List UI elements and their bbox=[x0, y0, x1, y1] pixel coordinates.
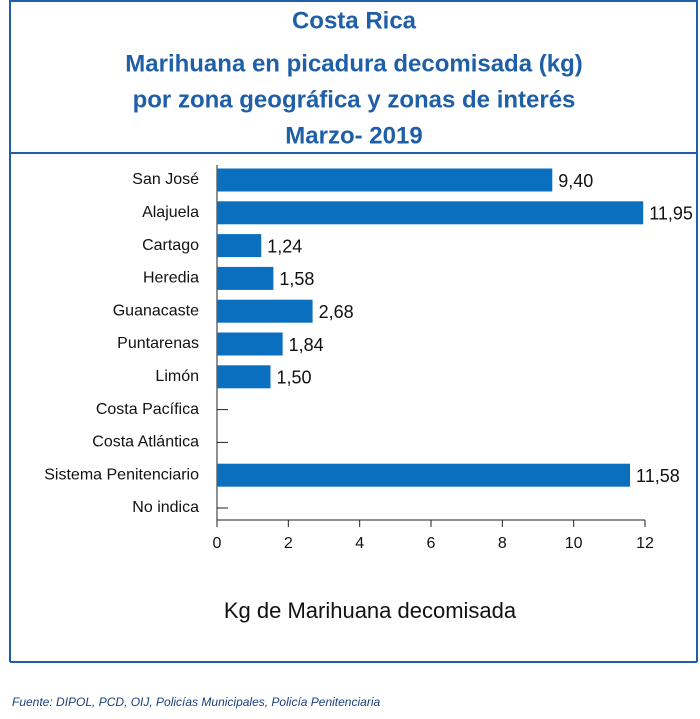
value-label: 2,68 bbox=[319, 302, 354, 322]
value-label: 1,50 bbox=[277, 368, 312, 388]
chart-title: por zona geográfica y zonas de interés bbox=[133, 86, 576, 113]
y-tick-label: Guanacaste bbox=[113, 302, 199, 319]
bar bbox=[217, 168, 553, 192]
chart-title: Marzo- 2019 bbox=[285, 122, 422, 149]
bar bbox=[217, 234, 262, 258]
value-label: 11,58 bbox=[636, 466, 680, 486]
y-tick-label: Heredia bbox=[143, 270, 199, 287]
value-label: 11,95 bbox=[649, 204, 693, 224]
x-tick-label: 4 bbox=[355, 535, 364, 552]
y-tick-label: Limón bbox=[155, 368, 199, 385]
x-tick-label: 2 bbox=[284, 535, 293, 552]
x-tick-label: 6 bbox=[427, 535, 436, 552]
value-label: 1,24 bbox=[267, 236, 302, 256]
chart-title: Costa Rica bbox=[292, 7, 417, 34]
title-box bbox=[9, 0, 698, 154]
value-label: 9,40 bbox=[558, 171, 593, 191]
y-tick-label: Costa Pacífica bbox=[96, 401, 199, 418]
source: Fuente: DIPOL, PCD, OIJ, Policías Munici… bbox=[12, 695, 380, 709]
value-label: 1,84 bbox=[289, 335, 324, 355]
x-axis-label: Kg de Marihuana decomisada bbox=[224, 598, 517, 623]
y-tick-label: San José bbox=[132, 171, 199, 188]
x-tick-label: 12 bbox=[636, 535, 654, 552]
y-tick-label: Puntarenas bbox=[117, 335, 199, 352]
y-tick-label: Alajuela bbox=[142, 204, 199, 221]
bar bbox=[217, 299, 313, 323]
y-tick-label: Costa Atlántica bbox=[92, 434, 199, 451]
value-label: 1,58 bbox=[279, 269, 314, 289]
bar bbox=[217, 463, 631, 487]
bar bbox=[217, 201, 644, 225]
chart-title: Marihuana en picadura decomisada (kg) bbox=[125, 50, 582, 77]
x-tick-label: 10 bbox=[565, 535, 583, 552]
x-tick-label: 0 bbox=[213, 535, 222, 552]
y-tick-label: Cartago bbox=[142, 237, 199, 254]
bar bbox=[217, 266, 274, 290]
x-tick-label: 8 bbox=[498, 535, 507, 552]
bar bbox=[217, 332, 283, 356]
y-tick-label: Sistema Penitenciario bbox=[44, 466, 199, 483]
y-tick-label: No indica bbox=[132, 499, 199, 516]
bar bbox=[217, 365, 271, 389]
